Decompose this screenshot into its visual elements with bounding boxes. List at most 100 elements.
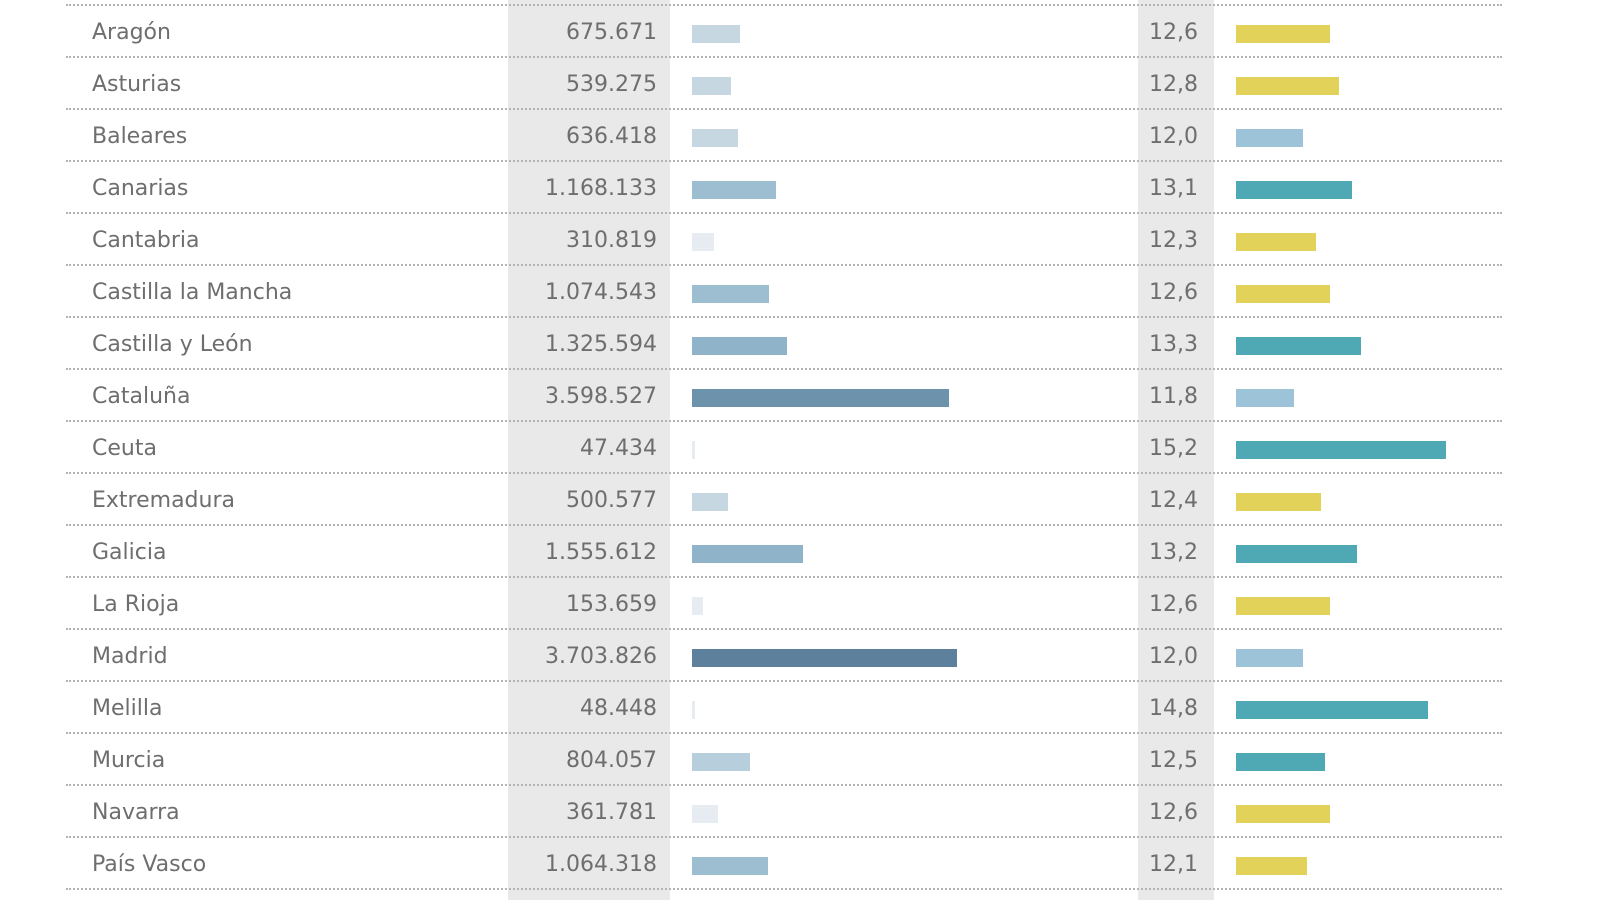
- population-value: 500.577: [566, 488, 657, 513]
- percentage-bar: [1236, 441, 1446, 459]
- percentage-value: 12,8: [1149, 72, 1198, 97]
- percentage-value: 12,5: [1149, 748, 1198, 773]
- population-bar: [692, 545, 803, 563]
- percentage-bar: [1236, 77, 1339, 95]
- population-value: 361.781: [566, 800, 657, 825]
- population-value: 47.434: [580, 436, 657, 461]
- percentage-value: 12,4: [1149, 488, 1198, 513]
- population-value: 310.819: [566, 228, 657, 253]
- row-divider: [66, 784, 1502, 786]
- row-divider: [66, 56, 1502, 58]
- population-bar: [692, 441, 695, 459]
- region-label: Aragón: [92, 20, 171, 45]
- population-bar: [692, 181, 776, 199]
- population-bar: [692, 25, 740, 43]
- table-row: Castilla y León 1.325.594 13,3: [0, 318, 1600, 370]
- population-value: 3.598.527: [545, 384, 657, 409]
- percentage-bar: [1236, 25, 1330, 43]
- row-divider: [66, 732, 1502, 734]
- table-row: Ceuta 47.434 15,2: [0, 422, 1600, 474]
- percentage-value: 12,0: [1149, 644, 1198, 669]
- population-value: 1.168.133: [545, 176, 657, 201]
- row-divider: [66, 264, 1502, 266]
- percentage-value: 14,8: [1149, 696, 1198, 721]
- population-value: 539.275: [566, 72, 657, 97]
- population-value: 675.671: [566, 20, 657, 45]
- population-value: 1.074.543: [545, 280, 657, 305]
- percentage-bar: [1236, 493, 1321, 511]
- percentage-value: 13,1: [1149, 176, 1198, 201]
- row-divider: [66, 628, 1502, 630]
- population-value: 3.703.826: [545, 644, 657, 669]
- percentage-value: 12,6: [1149, 800, 1198, 825]
- population-bar: [692, 753, 750, 771]
- table-row: Cantabria 310.819 12,3: [0, 214, 1600, 266]
- population-value: 636.418: [566, 124, 657, 149]
- percentage-bar: [1236, 545, 1357, 563]
- percentage-bar: [1236, 753, 1325, 771]
- row-divider: [66, 836, 1502, 838]
- table-row: País Vasco 1.064.318 12,1: [0, 838, 1600, 890]
- table-row: Castilla la Mancha 1.074.543 12,6: [0, 266, 1600, 318]
- table-row: Navarra 361.781 12,6: [0, 786, 1600, 838]
- population-bar: [692, 649, 957, 667]
- percentage-value: 12,0: [1149, 124, 1198, 149]
- table-row: Galicia 1.555.612 13,2: [0, 526, 1600, 578]
- region-label: Navarra: [92, 800, 180, 825]
- table-row: Cataluña 3.598.527 11,8: [0, 370, 1600, 422]
- population-bar: [692, 233, 714, 251]
- region-label: Galicia: [92, 540, 167, 565]
- percentage-bar: [1236, 181, 1352, 199]
- table-row: Aragón 675.671 12,6: [0, 6, 1600, 58]
- row-divider: [66, 576, 1502, 578]
- region-label: Castilla la Mancha: [92, 280, 293, 305]
- region-label: Murcia: [92, 748, 166, 773]
- region-label: La Rioja: [92, 592, 180, 617]
- percentage-bar: [1236, 285, 1330, 303]
- population-bar: [692, 701, 695, 719]
- population-bar: [692, 493, 728, 511]
- region-label: Asturias: [92, 72, 182, 97]
- region-label: País Vasco: [92, 852, 207, 877]
- population-value: 804.057: [566, 748, 657, 773]
- region-label: Baleares: [92, 124, 188, 149]
- region-label: Madrid: [92, 644, 168, 669]
- percentage-value: 12,6: [1149, 592, 1198, 617]
- percentage-bar: [1236, 649, 1303, 667]
- row-divider: [66, 4, 1502, 6]
- row-divider: [66, 212, 1502, 214]
- row-divider: [66, 316, 1502, 318]
- region-label: Melilla: [92, 696, 163, 721]
- population-bar: [692, 337, 787, 355]
- percentage-column-shade: [1138, 0, 1214, 900]
- row-divider: [66, 888, 1502, 890]
- row-divider: [66, 524, 1502, 526]
- region-label: Extremadura: [92, 488, 235, 513]
- row-divider: [66, 160, 1502, 162]
- region-label: Canarias: [92, 176, 189, 201]
- table-row: Melilla 48.448 14,8: [0, 682, 1600, 734]
- row-divider: [66, 472, 1502, 474]
- percentage-value: 15,2: [1149, 436, 1198, 461]
- percentage-bar: [1236, 389, 1294, 407]
- population-value: 153.659: [566, 592, 657, 617]
- region-label: Ceuta: [92, 436, 157, 461]
- region-label: Castilla y León: [92, 332, 253, 357]
- percentage-bar: [1236, 129, 1303, 147]
- table-row: Madrid 3.703.826 12,0: [0, 630, 1600, 682]
- table-row: La Rioja 153.659 12,6: [0, 578, 1600, 630]
- row-divider: [66, 420, 1502, 422]
- percentage-bar: [1236, 857, 1307, 875]
- percentage-value: 11,8: [1149, 384, 1198, 409]
- table-row: Asturias 539.275 12,8: [0, 58, 1600, 110]
- population-bar: [692, 285, 769, 303]
- percentage-bar: [1236, 701, 1428, 719]
- population-bar: [692, 389, 949, 407]
- table-row: Canarias 1.168.133 13,1: [0, 162, 1600, 214]
- percentage-value: 12,6: [1149, 280, 1198, 305]
- population-column-shade: [508, 0, 670, 900]
- percentage-value: 12,1: [1149, 852, 1198, 877]
- percentage-value: 13,2: [1149, 540, 1198, 565]
- percentage-bar: [1236, 337, 1361, 355]
